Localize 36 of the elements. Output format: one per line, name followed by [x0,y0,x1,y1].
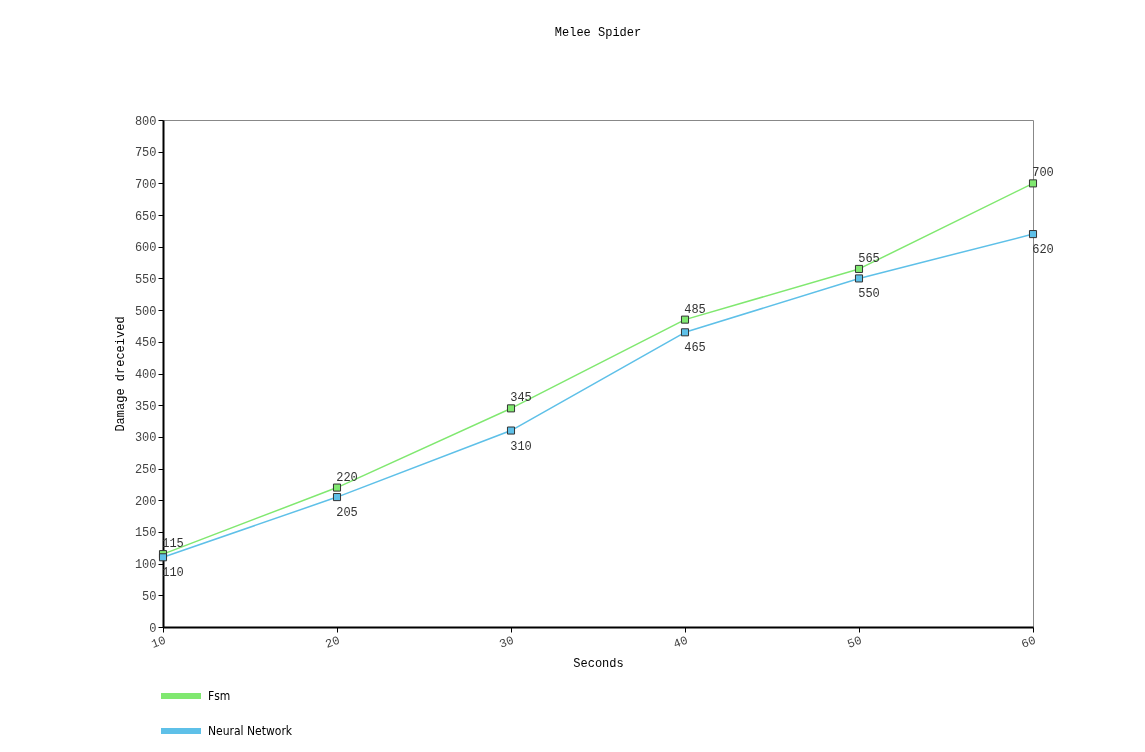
x-tick-label: 50 [845,633,864,652]
legend-label: Neural Network [208,724,293,738]
data-label: 220 [336,470,358,485]
y-axis-title: Damage dreceived [113,316,128,432]
y-tick-label: 700 [134,177,157,192]
x-tick-label: 30 [497,633,516,652]
y-tick-label: 200 [134,494,157,509]
y-tick-label: 150 [134,526,157,541]
y-tick-label: 0 [149,621,157,636]
y-tick-label: 350 [134,399,157,414]
chart-title: Melee Spider [554,26,642,40]
data-label: 565 [858,251,880,266]
data-label: 310 [510,439,532,454]
y-tick-label: 650 [134,209,157,224]
x-tick-label: 60 [1019,633,1038,652]
data-label: 205 [336,506,358,521]
data-label: 345 [510,391,532,406]
y-tick-label: 550 [134,272,157,287]
x-tick-label: 20 [323,633,342,652]
data-label: 550 [858,287,880,302]
y-tick-label: 250 [134,463,157,478]
y-tick-label: 50 [142,589,157,604]
y-tick-label: 400 [134,368,157,382]
y-tick-label: 450 [134,336,157,351]
legend-label: Fsm [208,689,231,703]
y-tick-label: 300 [134,431,157,446]
y-tick-label: 600 [134,241,157,256]
y-tick-label: 500 [134,304,157,319]
x-tick-label: 40 [671,633,690,652]
y-tick-label: 100 [134,558,157,573]
x-tick-label: 10 [149,633,168,652]
data-label: 485 [684,302,706,317]
y-tick-label: 750 [134,146,157,161]
x-axis-title: Seconds [573,656,624,671]
data-label: 465 [684,341,706,356]
y-tick-label: 800 [134,114,157,129]
